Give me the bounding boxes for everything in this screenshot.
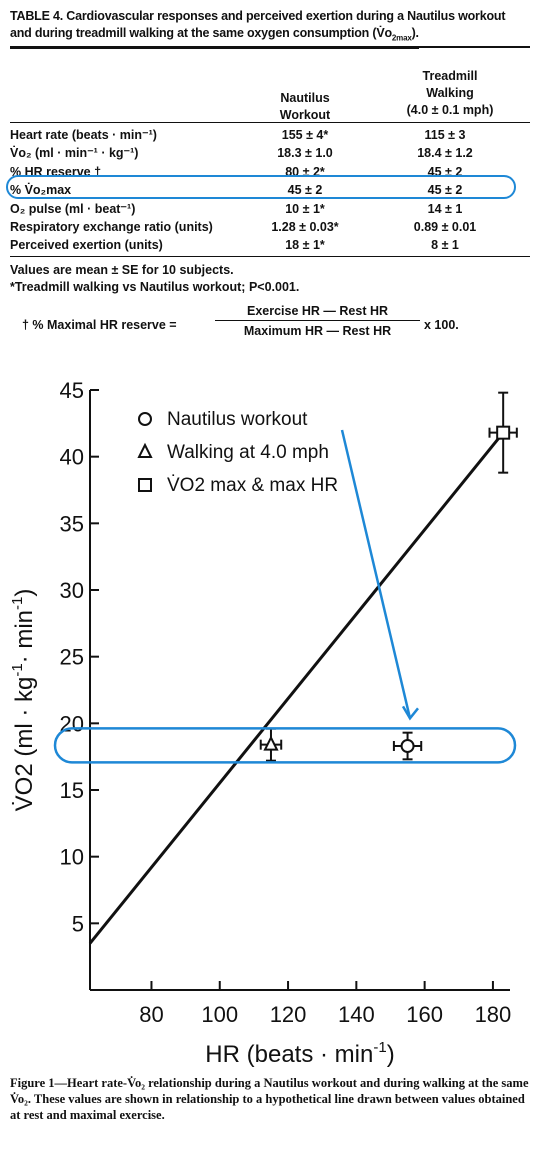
table-bottom-rule (10, 256, 530, 258)
table-row: % V̇o₂max 45 ± 2 45 ± 2 (10, 183, 463, 198)
table-footnotes: Values are mean ± SE for 10 subjects. *T… (10, 262, 299, 296)
col-header-nautilus: Nautilus Workout (279, 91, 331, 122)
table-row: V̇o₂ (ml · min⁻¹ · kg⁻¹) 18.3 ± 1.0 18.4 ±… (10, 146, 473, 161)
y-tick-label: 5 (72, 911, 84, 936)
formula-fraction: Exercise HR — Rest HR Maximum HR — Rest … (215, 304, 420, 338)
data-point (259, 727, 283, 762)
legend-label: Walking at 4.0 mph (167, 442, 329, 463)
table-row: Respiratory exchange ratio (units) 1.28 ±… (10, 220, 477, 235)
legend-item: V̇O2 max & max HR (138, 475, 338, 496)
data-point (488, 391, 518, 474)
y-tick-label: 35 (60, 511, 84, 536)
table-caption: TABLE 4. Cardiovascular responses and pe… (10, 8, 530, 49)
x-ticks: 80 100 120 140 160 180 (139, 981, 511, 1027)
table-row-highlight (6, 175, 516, 199)
chart-axes (89, 390, 510, 991)
hypothetical-line (88, 431, 505, 945)
table-header-rule (10, 122, 530, 124)
x-tick-label: 100 (201, 1002, 238, 1027)
legend-item: Nautilus workout (138, 409, 308, 430)
legend-circle-icon (138, 412, 152, 426)
legend-square-icon (138, 478, 152, 492)
figure-1-chart: 5 10 15 20 25 30 35 40 45 80 100 120 140 160 180 Naut… (9, 378, 518, 1068)
x-tick-label: 160 (406, 1002, 443, 1027)
y-tick-label: 40 (60, 445, 84, 470)
y-tick-label: 25 (60, 645, 84, 670)
y-tick-label: 20 (60, 711, 84, 736)
legend-label: V̇O2 max & max HR (167, 475, 338, 496)
y-tick-label: 15 (60, 778, 84, 803)
formula-tail: x 100. (424, 318, 459, 332)
formula-numerator: Exercise HR — Rest HR (215, 304, 420, 321)
footnote-significance: *Treadmill walking vs Nautilus workout; … (10, 280, 300, 294)
legend: Nautilus workout Walking at 4.0 mph V̇O2 m… (137, 409, 338, 496)
figure-caption: Figure 1—Heart rate-V̇o₂ relationship du… (10, 1076, 529, 1122)
x-tick-label: 180 (475, 1002, 512, 1027)
col-header-treadmill: Treadmill Walking (4.0 ± 0.1 mph) (406, 69, 494, 117)
y-axis-title: V̇O2 (ml · kg-1· min-1) (9, 589, 38, 812)
x-tick-label: 80 (139, 1002, 163, 1027)
y-tick-label: 30 (60, 578, 84, 603)
x-tick-label: 120 (270, 1002, 307, 1027)
table-caption-line2: and during treadmill walking at the same… (10, 25, 419, 49)
table-caption-line1: TABLE 4. Cardiovascular responses and pe… (10, 9, 506, 23)
table-row: Perceived exertion (units) 18 ± 1* 8 ± 1 (10, 238, 459, 253)
formula-lhs: † % Maximal HR reserve = (22, 318, 177, 332)
table-row: Heart rate (beats · min⁻¹) 155 ± 4* 115 ± … (10, 128, 466, 142)
triangle-marker (263, 735, 279, 751)
footnote-values: Values are mean ± SE for 10 subjects. (10, 263, 234, 277)
y-tick-label: 10 (60, 845, 84, 870)
square-marker (496, 425, 511, 440)
x-axis-title: HR (beats · min-1) (205, 1039, 394, 1068)
circle-marker (400, 739, 415, 753)
points-highlight (53, 727, 517, 764)
table-4: TABLE 4. Cardiovascular responses and pe… (10, 8, 530, 338)
y-tick-label: 45 (60, 378, 84, 403)
annotation-arrow (340, 429, 419, 721)
data-points (259, 391, 518, 762)
data-point (392, 731, 423, 761)
y-ticks: 5 10 15 20 25 30 35 40 45 (60, 378, 99, 936)
formula-denominator: Maximum HR — Rest HR (243, 324, 392, 338)
table-row: O₂ pulse (ml · beat⁻¹) 10 ± 1* 14 ± 1 (10, 201, 463, 216)
legend-triangle-icon (137, 442, 153, 458)
x-tick-label: 140 (338, 1002, 375, 1027)
table-top-rule (10, 46, 530, 48)
legend-item: Walking at 4.0 mph (137, 442, 329, 463)
legend-label: Nautilus workout (167, 409, 308, 430)
